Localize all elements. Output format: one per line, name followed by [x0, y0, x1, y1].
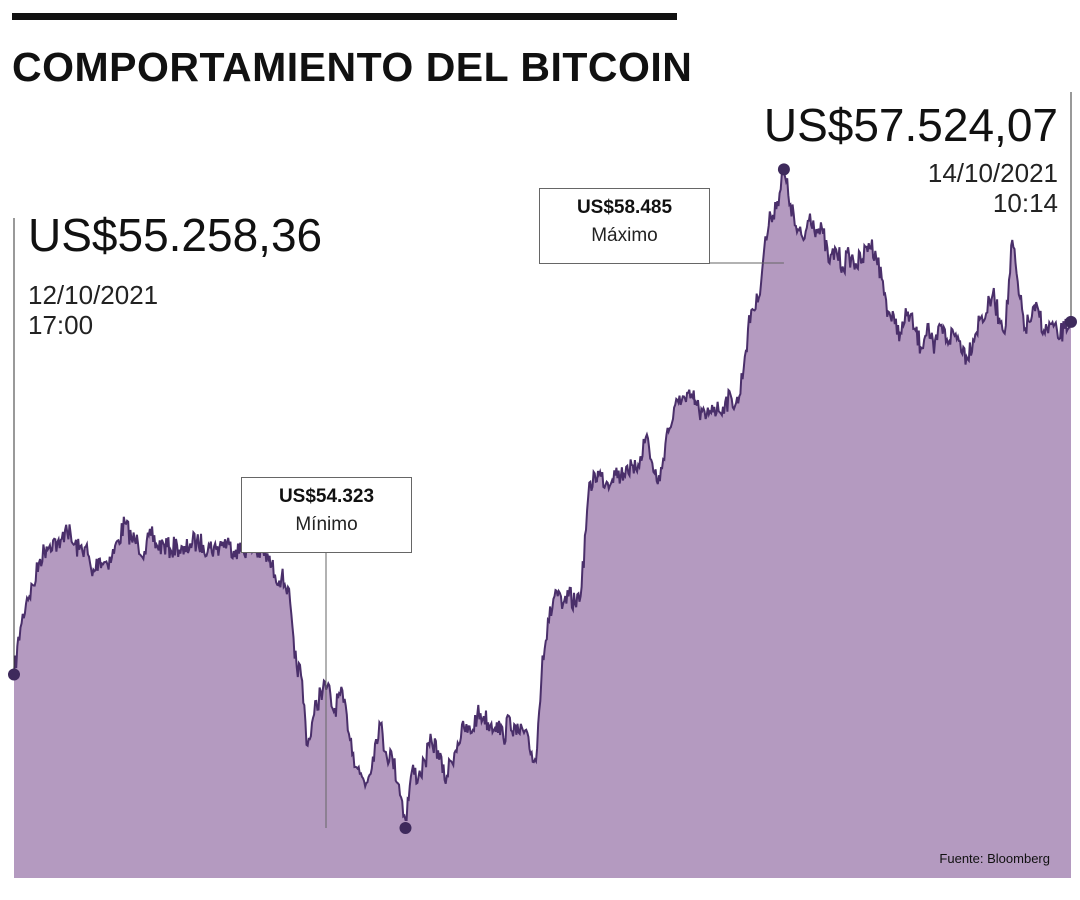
start-time-label: 17:00 [28, 310, 94, 340]
max-value: US$58.485 [576, 197, 673, 218]
end-price-label: US$57.524,07 [763, 99, 1058, 151]
title-rule [12, 13, 677, 20]
max-label: Máximo [591, 225, 658, 246]
end-time-label: 10:14 [992, 188, 1058, 218]
start-point-marker [8, 668, 20, 681]
min-callout: US$54.323 Mínimo [241, 477, 412, 553]
price-area [14, 171, 1071, 878]
min-point-marker [399, 821, 412, 834]
price-line [13, 169, 1072, 821]
max-callout: US$58.485 Máximo [539, 188, 710, 264]
end-point-marker [1065, 315, 1077, 328]
max-point-marker [777, 163, 790, 176]
source-note: Fuente: Bloomberg [939, 851, 1050, 866]
start-date-label: 12/10/2021 [28, 280, 159, 310]
chart-title: COMPORTAMIENTO DEL BITCOIN [12, 44, 693, 90]
start-price-label: US$55.258,36 [28, 209, 323, 261]
min-label: Mínimo [295, 514, 358, 535]
end-date-label: 14/10/2021 [927, 158, 1058, 188]
min-value: US$54.323 [278, 486, 375, 507]
